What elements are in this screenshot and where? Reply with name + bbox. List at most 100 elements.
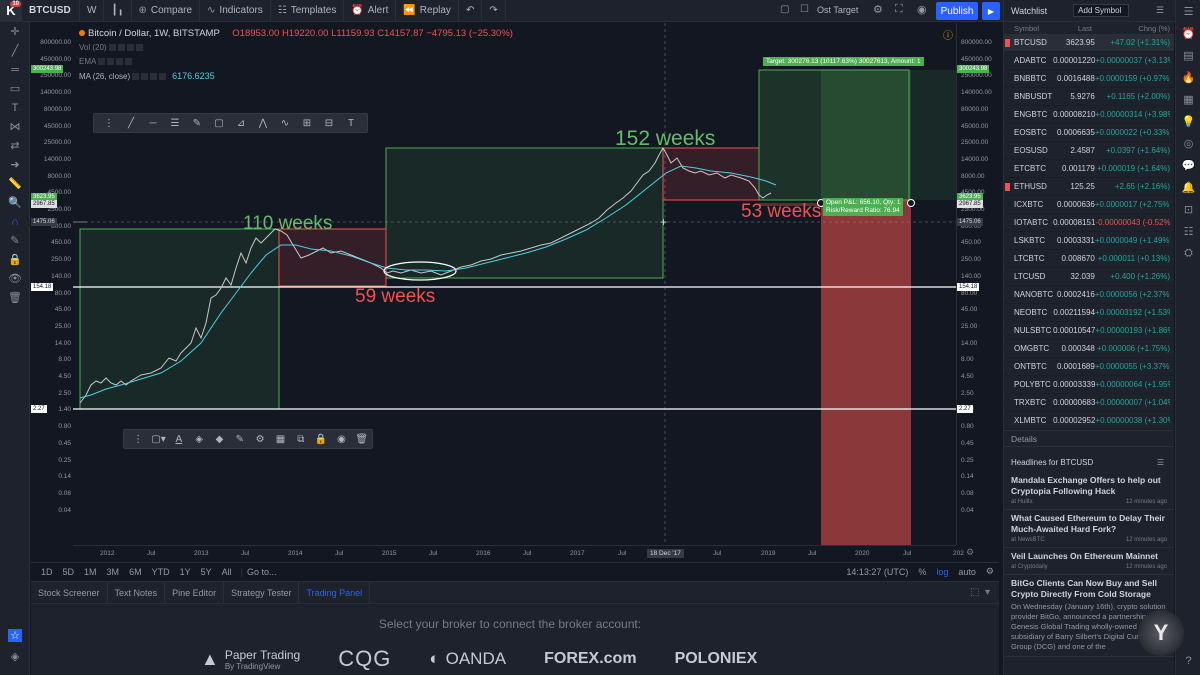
alerts-icon[interactable]: ⏰ [1181,27,1196,40]
clock-time[interactable]: 14:13:27 (UTC) [846,566,909,577]
percent-toggle[interactable]: % [918,566,927,577]
right-price-axis[interactable]: 800000.00 450000.00 250000.00 140000.00 8000… [956,23,999,545]
chart-type-button[interactable]: ┃╻ [104,0,132,22]
hotlist-icon[interactable]: 🔥 [1181,71,1196,84]
label-110-weeks[interactable]: 110 weeks [243,213,333,234]
pencil-lock-icon[interactable]: ✎ [10,235,20,247]
log-toggle[interactable]: log [936,566,949,577]
calendar-icon[interactable]: ▦ [1183,93,1194,106]
range-button[interactable]: 1Y [179,566,191,577]
help-icon[interactable]: ? [1185,655,1192,667]
settings-gear-small-icon[interactable]: ⚙ [985,566,994,576]
hide-icon[interactable]: ◉ [337,433,346,445]
watchlist-row[interactable]: NULSBTC 0.00010547 +0.00000193 (+1.86% [1004,322,1174,340]
broker-cqg[interactable]: CQG [338,646,392,671]
range-button[interactable]: 3M [106,566,120,577]
col-last[interactable]: Last [1077,23,1092,33]
fill-color-icon[interactable]: ◈ [195,433,203,445]
panel-tab[interactable]: Pine Editor [165,581,225,604]
arrow-icon[interactable]: ➜ [10,159,20,171]
watchlist-row[interactable]: ADABTC 0.00001220 +0.00000037 (+3.13% [1004,52,1174,70]
flag-icon[interactable] [1005,39,1010,47]
line-color-icon[interactable]: ✎ [235,433,244,445]
elliott-icon[interactable]: ∿ [280,117,290,129]
long-position-profit-zone[interactable] [758,69,910,201]
chart-pane[interactable]: + 110 weeks 152 weeks 59 weeks 53 weeks … [31,23,999,562]
date-range-icon[interactable]: ⊞ [302,117,312,129]
undo-button[interactable]: ↶ [459,0,483,22]
panel-tab[interactable]: Text Notes [108,581,166,604]
notifications-icon[interactable]: 🔔 [1181,181,1196,194]
watchlist-row[interactable]: XLMBTC 0.00002952 +0.00000038 (+1.30% [1004,412,1174,430]
rectangle-icon[interactable]: ▭ [9,83,21,95]
play-button[interactable]: ▶ [982,2,1000,20]
details-section[interactable]: Details [1004,430,1174,447]
broker-poloniex[interactable]: POLONIEX [674,650,758,667]
zoom-icon[interactable]: 🔍 [8,197,22,209]
label-59-weeks[interactable]: 59 weeks [355,286,436,307]
ruler-icon[interactable]: 📏 [8,178,22,190]
eye-icon[interactable]: 👁 [8,273,22,285]
watchlist-row[interactable]: BNBUSDT 5.9276 +0.1165 (+2.00%) [1004,88,1174,106]
templates-button[interactable]: ☷ Templates [271,0,345,22]
axis-settings-icon[interactable]: ⚙ [966,547,975,557]
panel-collapse-icon[interactable]: ▾ [985,587,991,598]
fib-icon[interactable]: ☰ [170,117,180,129]
label-152-weeks[interactable]: 152 weeks [615,127,716,150]
news-item[interactable]: Veil Launches On Ethereum Mainnet at Cryp… [1004,548,1174,575]
tradingview-logo[interactable]: K 10 [0,0,22,22]
cycle-box-2015-2017[interactable] [385,147,664,279]
time-axis[interactable]: 18 Dec '17 2012 Jul 2013 Jul 2014 Jul 2015 Jul 2… [73,545,964,562]
label-53-weeks[interactable]: 53 weeks [741,201,822,222]
goto-date-button[interactable]: Go to... [246,566,277,577]
layers-icon[interactable]: ◈ [10,651,20,663]
watchlist-row[interactable]: EOSBTC 0.0006635 +0.0000022 (+0.33%) [1004,124,1174,142]
star-icon[interactable]: ☆ [8,629,22,642]
streams-icon[interactable]: ◎ [1183,137,1194,150]
xabcd-icon[interactable]: ⋀ [258,117,268,129]
watchlist-icon[interactable]: ☰ [1183,5,1194,18]
visibility-icon[interactable]: ▦ [275,433,286,445]
col-symbol[interactable]: Symbol [1014,23,1040,33]
indicators-button[interactable]: ∿ Indicators [200,0,271,22]
long-position-loss-zone[interactable] [821,200,911,545]
watchlist-row[interactable]: IOTABTC 0.00008151 -0.00000043 (-0.52%) [1004,214,1174,232]
watchlist-row[interactable]: LTCBTC 0.008670 +0.000011 (+0.13%) [1004,250,1174,268]
chats-icon[interactable]: 💬 [1181,159,1196,172]
watchlist-row[interactable]: NEOBTC 0.00211594 +0.00003192 (+1.53% [1004,304,1174,322]
watchlist-row[interactable]: ENGBTC 0.00008210 +0.00000314 (+3.98% [1004,106,1174,124]
accumulation-ellipse[interactable] [383,261,457,281]
col-change[interactable]: Chng (%) [1138,23,1170,33]
trash-icon[interactable]: 🗑 [8,292,22,304]
position-icon[interactable]: ⊟ [324,117,334,129]
news-menu-icon[interactable]: ☰ [1156,457,1164,467]
news-item[interactable]: What Caused Ethereum to Delay Their Much… [1004,510,1174,548]
object-tree-icon[interactable]: ⛭ [1184,246,1193,259]
ema-indicator[interactable]: EMA [79,57,133,66]
text-icon[interactable]: T [11,101,19,114]
panel-maximize-icon[interactable]: ⬚ [970,587,980,598]
watchlist-row[interactable]: ONTBTC 0.0001689 +0.0000055 (+3.37%) [1004,358,1174,376]
horizontal-ray-icon[interactable]: ─ [149,117,157,129]
alert-button[interactable]: ⏰ Alert [344,0,397,22]
watchlist-row[interactable]: NANOBTC 0.0002416 +0.0000056 (+2.37%) [1004,286,1174,304]
broker-forex[interactable]: FOREX.com [544,650,637,667]
template-icon[interactable]: ▢▾ [151,433,166,445]
measure-icon[interactable]: ⊿ [236,117,246,129]
broker-oanda[interactable]: ◐ OANDA [429,649,506,669]
flag-icon[interactable] [1005,183,1010,191]
range-button[interactable]: 5D [62,566,75,577]
news-item[interactable]: BitGo Clients Can Now Buy and Sell Crypt… [1004,575,1174,657]
auto-toggle[interactable]: auto [958,566,976,577]
brush-icon[interactable]: ✎ [192,117,202,129]
ideas-icon[interactable]: 💡 [1181,115,1196,128]
layout-name[interactable]: Ost Target [817,5,859,15]
range-button[interactable]: 5Y [200,566,212,577]
range-button[interactable]: 6M [129,566,142,577]
magnet-icon[interactable]: ∩ [11,215,19,228]
camera-icon[interactable]: ◉ [917,4,927,16]
bear-box-2014[interactable] [278,228,387,287]
settings-icon[interactable]: ⚙ [255,433,265,445]
lock-icon[interactable]: 🔒 [8,254,22,266]
crosshair-icon[interactable]: ✛ [10,26,20,38]
